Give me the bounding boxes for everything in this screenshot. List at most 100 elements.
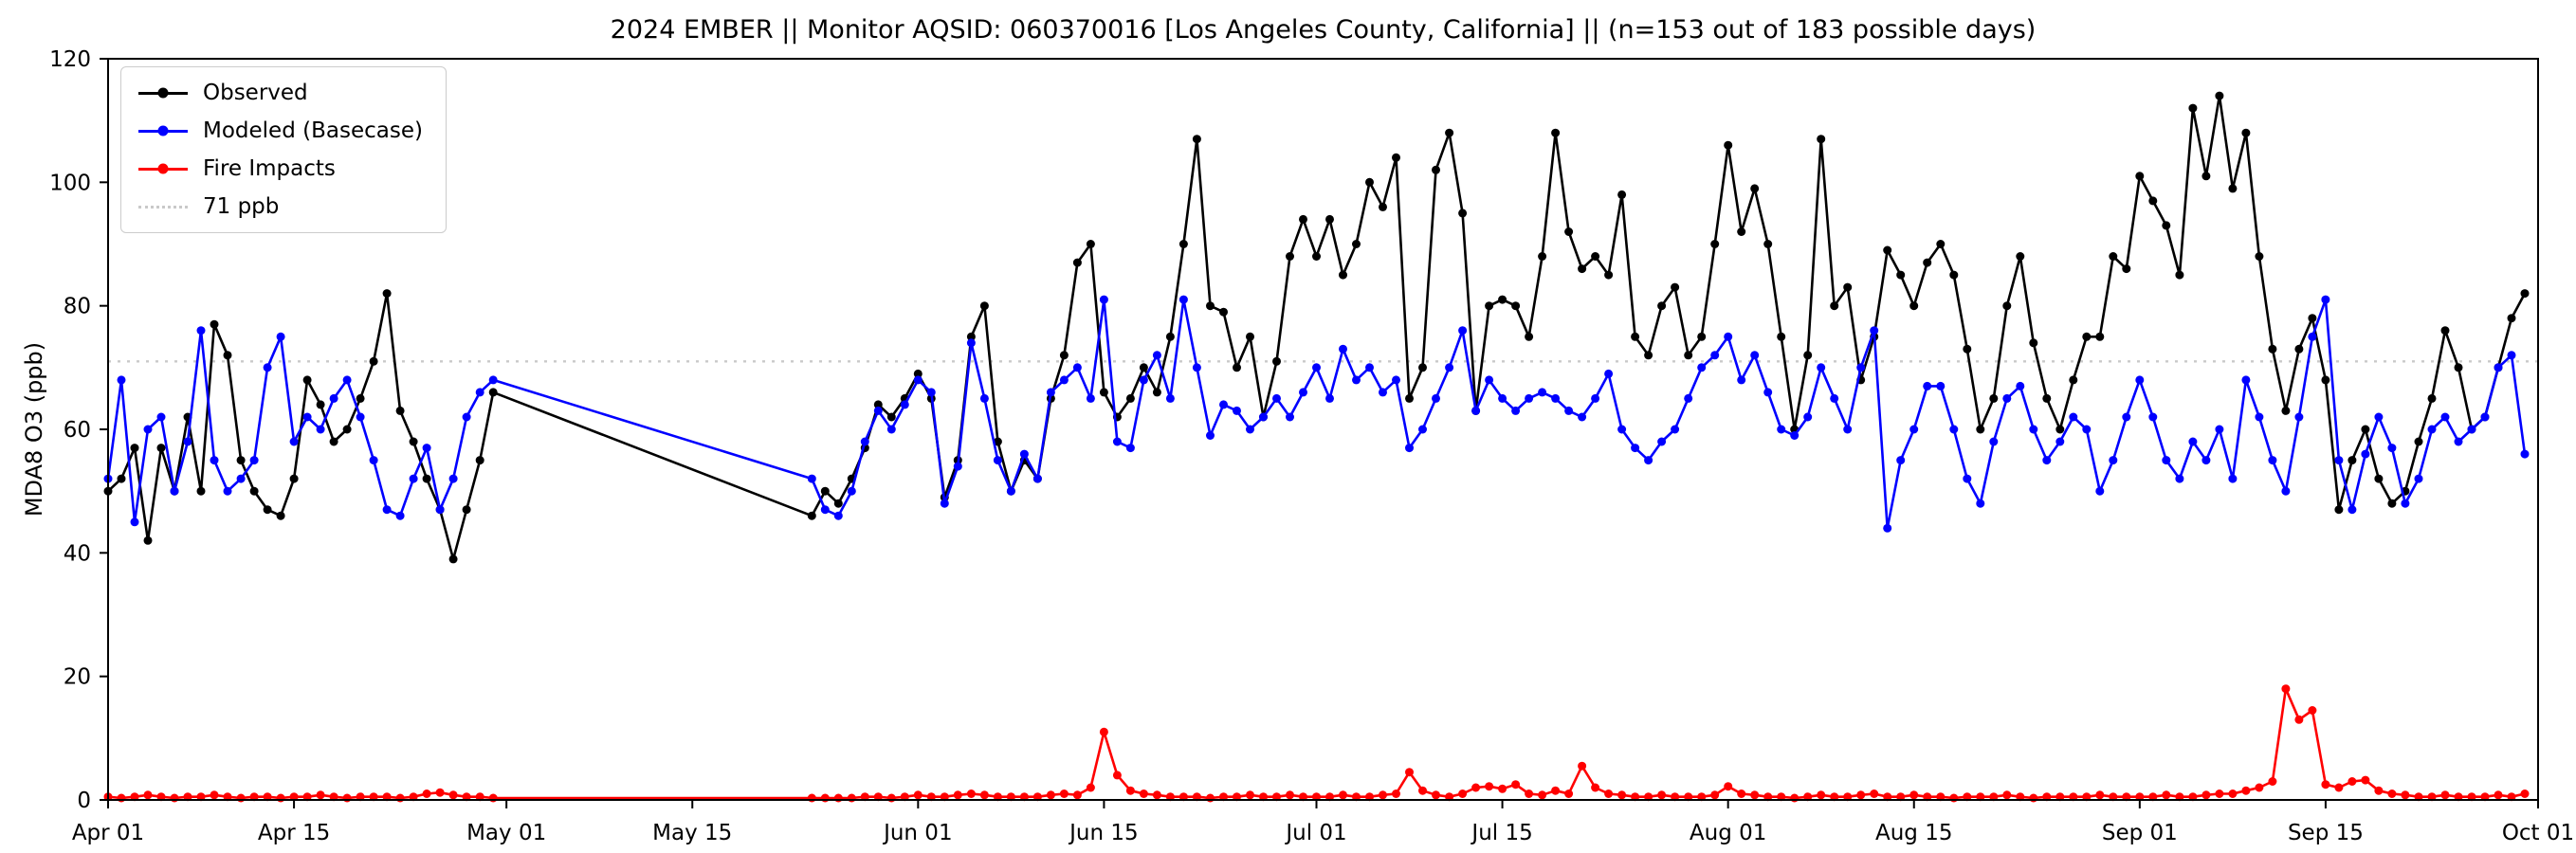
data-point <box>1936 240 1946 248</box>
data-point <box>462 412 471 422</box>
data-point <box>913 369 923 378</box>
legend-marker-dot <box>157 125 169 136</box>
y-tick-label: 60 <box>64 418 91 443</box>
data-point <box>289 474 299 483</box>
data-point <box>1923 792 1932 802</box>
data-point <box>475 456 484 465</box>
data-point <box>210 319 219 329</box>
data-point <box>1724 332 1733 341</box>
data-point <box>1511 301 1521 311</box>
data-point <box>369 356 378 366</box>
data-point <box>276 332 285 341</box>
data-point <box>2321 375 2330 385</box>
data-point <box>329 393 338 403</box>
data-point <box>1405 393 1414 403</box>
data-point <box>223 792 232 802</box>
data-point <box>2002 301 2012 311</box>
data-point <box>2268 344 2277 354</box>
data-point <box>1272 792 1281 802</box>
data-point <box>1896 270 1906 280</box>
data-point <box>1976 499 1985 508</box>
data-point <box>979 301 989 311</box>
legend-label: Observed <box>203 81 308 105</box>
data-point <box>2440 790 2450 800</box>
data-point <box>1299 388 1307 397</box>
data-point <box>156 444 166 453</box>
data-point <box>1233 363 1241 372</box>
data-point <box>1059 789 1069 798</box>
data-point <box>1830 792 1839 802</box>
data-point <box>2348 777 2357 786</box>
data-point <box>2387 444 2397 453</box>
legend-line-sample <box>138 163 188 174</box>
data-point <box>1538 252 1547 261</box>
data-point <box>1165 393 1175 403</box>
data-point <box>1883 523 1892 533</box>
data-point <box>1246 332 1254 341</box>
data-point <box>886 425 896 434</box>
data-point <box>1777 792 1786 802</box>
data-point <box>223 351 232 360</box>
data-point <box>1591 783 1600 792</box>
data-point <box>807 793 816 803</box>
x-tick-label: Jun 01 <box>882 821 953 845</box>
data-point <box>1644 792 1653 802</box>
data-point <box>1152 790 1161 800</box>
data-point <box>2348 505 2357 515</box>
data-point <box>223 486 232 496</box>
data-point <box>210 790 219 800</box>
data-point <box>1963 792 1972 802</box>
data-point <box>2427 393 2437 403</box>
data-point <box>873 792 883 802</box>
x-tick-label: Aug 01 <box>1690 821 1767 845</box>
data-point <box>2440 412 2450 422</box>
data-point <box>1684 792 1693 802</box>
legend-label: 71 ppb <box>203 194 280 219</box>
x-tick-label: May 01 <box>466 821 546 845</box>
data-point <box>1233 406 1241 415</box>
data-point <box>1976 792 1985 802</box>
data-point <box>1710 790 1720 800</box>
data-point <box>1246 425 1254 434</box>
data-point <box>1286 790 1294 800</box>
y-tick-label: 120 <box>49 47 91 72</box>
data-point <box>196 792 206 802</box>
data-point <box>1019 792 1029 802</box>
data-point <box>820 505 830 515</box>
data-point <box>329 437 338 446</box>
data-point <box>1165 332 1175 341</box>
data-point <box>1538 790 1547 800</box>
data-point <box>1564 789 1574 798</box>
data-point <box>2042 792 2052 802</box>
data-point <box>1644 351 1653 360</box>
data-point <box>1259 792 1268 802</box>
x-tick-label: Jul 15 <box>1470 821 1532 845</box>
data-point <box>1219 792 1228 802</box>
data-point <box>2520 789 2530 798</box>
data-point <box>1498 295 1507 304</box>
data-point <box>2029 425 2038 434</box>
data-point <box>2348 456 2357 465</box>
data-point <box>1578 761 1587 771</box>
legend-item: 71 ppb <box>138 194 423 219</box>
data-point <box>488 793 498 803</box>
data-point <box>448 554 458 564</box>
data-point <box>979 393 989 403</box>
data-point <box>2016 252 2025 261</box>
data-point <box>263 505 272 515</box>
data-point <box>289 437 299 446</box>
data-point <box>1896 456 1906 465</box>
data-point <box>1578 264 1587 274</box>
data-point <box>1936 381 1946 390</box>
data-point <box>2494 790 2503 800</box>
data-point <box>2454 363 2463 372</box>
data-point <box>1445 128 1454 137</box>
data-point <box>2188 103 2198 113</box>
data-point <box>1697 363 1707 372</box>
data-point <box>2374 412 2384 422</box>
data-point <box>1432 790 1440 800</box>
data-point <box>1352 240 1361 248</box>
data-point <box>2162 221 2171 230</box>
data-point <box>2175 474 2184 483</box>
data-point <box>2480 412 2490 422</box>
